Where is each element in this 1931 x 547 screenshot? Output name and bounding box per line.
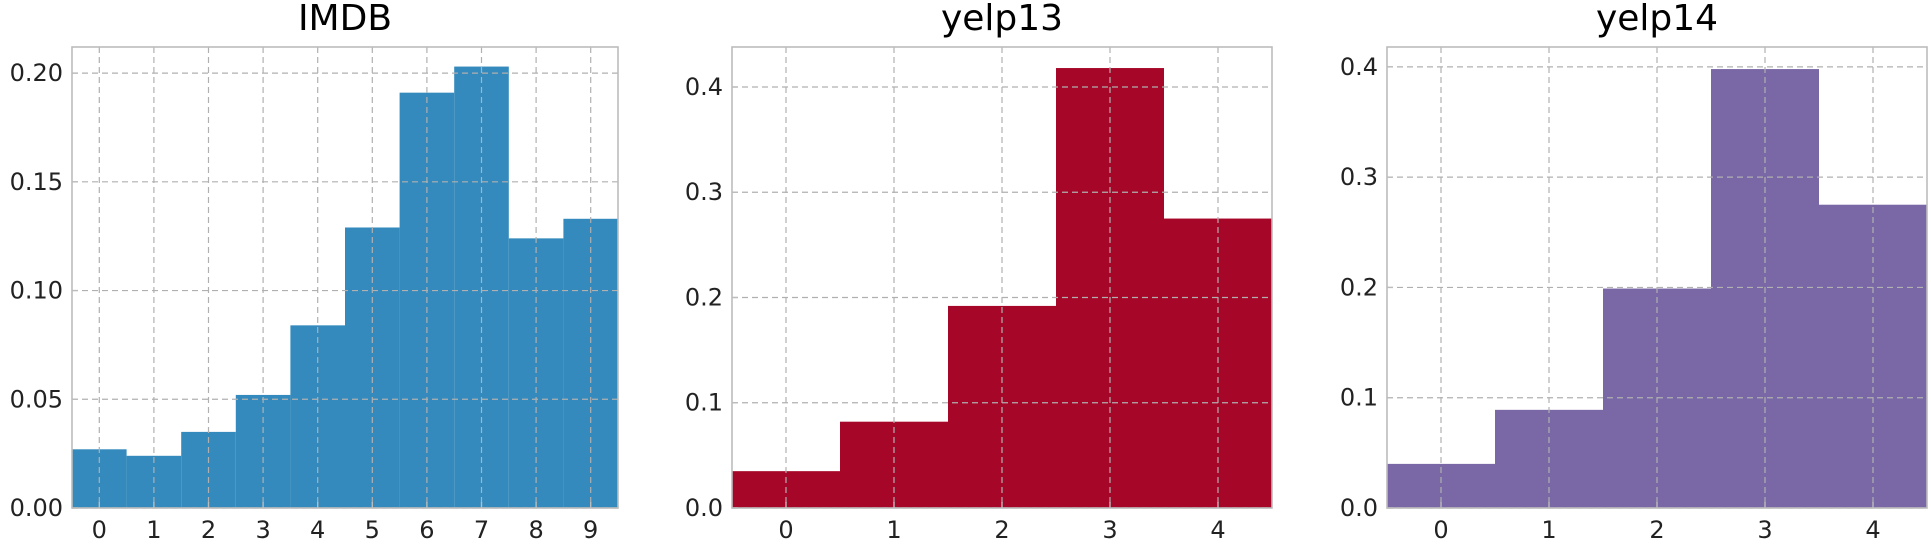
x-tick-label: 0 <box>778 516 793 544</box>
bar-8 <box>508 238 564 508</box>
x-tick-label: 2 <box>201 516 216 544</box>
chart-yelp14-panel: 0 1 2 3 4 0.0 0.1 0.2 0.3 0.4 yelp14 <box>1340 0 1928 544</box>
y-tick-label: 0.2 <box>685 283 723 311</box>
y-tick-label: 0.20 <box>10 59 63 87</box>
y-tick-label: 0.15 <box>10 168 63 196</box>
bar-1 <box>840 421 948 508</box>
y-tick-label: 0.0 <box>1340 494 1378 522</box>
x-tick-label: 7 <box>474 516 489 544</box>
y-tick-label: 0.1 <box>685 389 723 417</box>
x-tick-label: 4 <box>1210 516 1225 544</box>
y-tick-label: 0.3 <box>685 178 723 206</box>
x-tick-label: 6 <box>419 516 434 544</box>
y-tick-label: 0.4 <box>685 73 723 101</box>
y-tick-label: 0.4 <box>1340 53 1378 81</box>
x-tick-label: 0 <box>1433 516 1448 544</box>
chart-imdb-panel: 0 1 2 3 4 5 6 7 8 9 0.00 0.05 0.10 0.15 0.20 IMDB <box>10 0 619 544</box>
y-tick-label: 0.0 <box>685 494 723 522</box>
plot-frame <box>71 46 619 509</box>
chart-title: IMDB <box>298 0 392 39</box>
y-tick-label: 0.00 <box>10 494 63 522</box>
chart-title: yelp13 <box>941 0 1063 39</box>
y-tick-label: 0.3 <box>1340 163 1378 191</box>
x-tick-label: 1 <box>146 516 161 544</box>
chart-title: yelp14 <box>1596 0 1718 39</box>
y-tick-label: 0.10 <box>10 277 63 305</box>
y-tick-label: 0.05 <box>10 385 63 413</box>
x-tick-label: 1 <box>1541 516 1556 544</box>
x-tick-label: 1 <box>886 516 901 544</box>
chart-yelp13-panel: 0 1 2 3 4 0.0 0.1 0.2 0.3 0.4 yelp13 <box>685 0 1273 544</box>
x-tick-label: 3 <box>1757 516 1772 544</box>
x-tick-label: 9 <box>583 516 598 544</box>
x-tick-label: 3 <box>255 516 270 544</box>
x-tick-label: 2 <box>1649 516 1664 544</box>
x-tick-label: 3 <box>1102 516 1117 544</box>
y-tick-label: 0.2 <box>1340 273 1378 301</box>
x-tick-label: 4 <box>310 516 325 544</box>
x-tick-label: 4 <box>1865 516 1880 544</box>
x-tick-label: 0 <box>92 516 107 544</box>
y-tick-label: 0.1 <box>1340 384 1378 412</box>
x-tick-label: 2 <box>994 516 1009 544</box>
x-tick-label: 8 <box>528 516 543 544</box>
x-tick-label: 5 <box>365 516 380 544</box>
